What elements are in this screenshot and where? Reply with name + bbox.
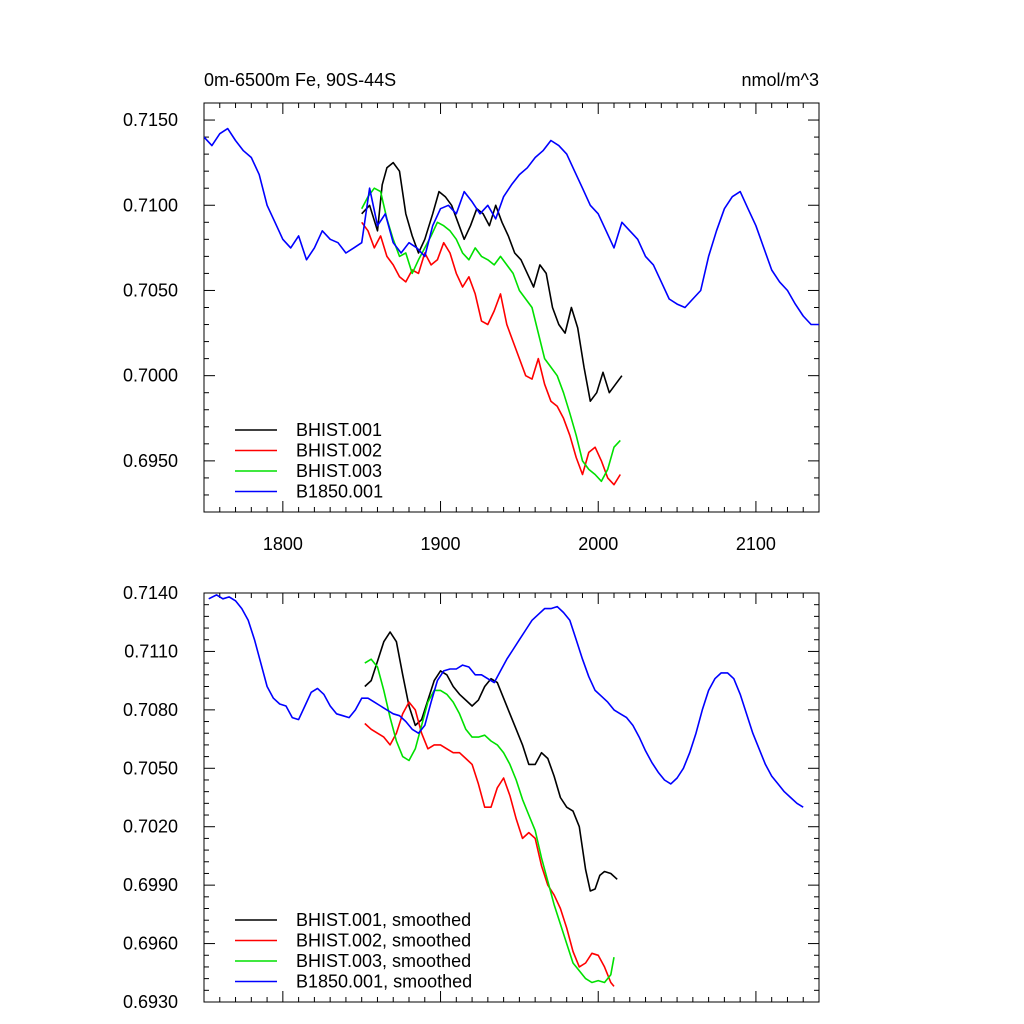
series-line-bhist-003-smoothed bbox=[364, 658, 615, 984]
y-tick-label: 0.6990 bbox=[123, 875, 178, 895]
series-line-bhist-002-smoothed bbox=[364, 701, 615, 987]
legend-label: BHIST.001, smoothed bbox=[296, 910, 471, 930]
y-tick-label: 0.6930 bbox=[123, 992, 178, 1012]
y-tick-label: 0.7050 bbox=[123, 280, 178, 300]
bottom-panel: 0.7140 0.7110 0.7080 0.7050 0.7020 0.6990 0.69… bbox=[123, 583, 820, 1012]
series-line-bhist-001-smoothed bbox=[364, 631, 618, 892]
legend-label: B1850.001 bbox=[296, 482, 383, 502]
y-tick-label: 0.6960 bbox=[123, 934, 178, 954]
y-tick-label: 0.7080 bbox=[123, 700, 178, 720]
y-tick-label: 0.7000 bbox=[123, 366, 178, 386]
x-tick-label: 1800 bbox=[263, 534, 303, 554]
plot-frame bbox=[203, 592, 820, 1003]
y-tick-label: 0.7100 bbox=[123, 195, 178, 215]
y-tick-label: 0.6950 bbox=[123, 451, 178, 471]
series-line-bhist-003 bbox=[360, 187, 621, 483]
legend-label: BHIST.002, smoothed bbox=[296, 931, 471, 951]
x-tick-label: 2000 bbox=[578, 534, 618, 554]
top-panel: 1800 1900 2000 2100 0.7150 0.7100 0.7050 0.7000… bbox=[123, 70, 820, 554]
y-tick-label: 0.7110 bbox=[124, 641, 178, 661]
x-tick-label: 1900 bbox=[421, 534, 461, 554]
units-label: nmol/m^3 bbox=[742, 70, 819, 90]
y-tick-label: 0.7050 bbox=[123, 758, 178, 778]
legend-label: BHIST.003 bbox=[296, 461, 382, 481]
legend-label: B1850.001, smoothed bbox=[296, 972, 472, 992]
series-line-b1850-001-smoothed bbox=[208, 594, 804, 808]
series-line-b1850-001 bbox=[204, 127, 819, 326]
y-tick-label: 0.7140 bbox=[123, 583, 178, 603]
chart-title: 0m-6500m Fe, 90S-44S bbox=[204, 70, 396, 90]
y-tick-label: 0.7020 bbox=[123, 817, 178, 837]
x-tick-label: 2100 bbox=[736, 534, 776, 554]
legend-label: BHIST.003, smoothed bbox=[296, 951, 471, 971]
y-tick-label: 0.7150 bbox=[123, 110, 178, 130]
series-line-bhist-001 bbox=[361, 161, 623, 402]
legend-label: BHIST.002 bbox=[296, 441, 382, 461]
series-line-bhist-002 bbox=[361, 221, 621, 486]
legend-label: BHIST.001 bbox=[296, 420, 382, 440]
